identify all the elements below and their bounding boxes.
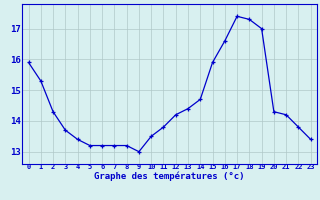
X-axis label: Graphe des températures (°c): Graphe des températures (°c) <box>94 171 245 181</box>
